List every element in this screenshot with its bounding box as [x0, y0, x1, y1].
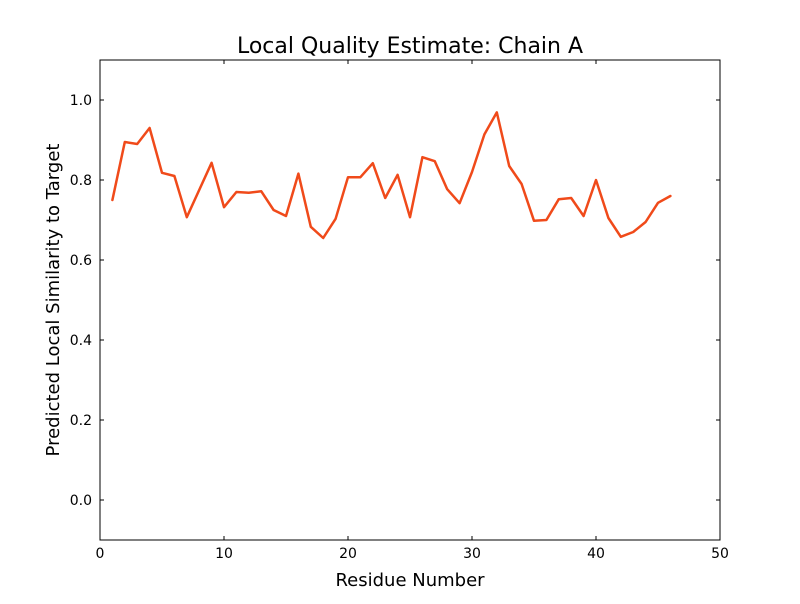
x-tick-label: 40: [587, 546, 605, 562]
series-layer: [111, 111, 672, 240]
y-tick-label: 0.4: [70, 333, 92, 349]
axis-ticks: 0 10 20 30 40 50 0.0 0.2 0.4 0.6 0.8 1.0: [70, 60, 729, 562]
x-tick-label: 20: [339, 546, 357, 562]
y-tick-label: 0.2: [70, 413, 92, 429]
x-tick-label: 0: [96, 546, 105, 562]
series-line: [111, 111, 672, 240]
x-tick-label: 50: [711, 546, 729, 562]
chart-title: Local Quality Estimate: Chain A: [237, 34, 583, 59]
y-tick-label: 0.6: [70, 253, 92, 269]
y-axis-label: Predicted Local Similarity to Target: [43, 144, 64, 457]
y-tick-label: 1.0: [70, 93, 92, 109]
x-tick-label: 30: [463, 546, 481, 562]
y-tick-label: 0.8: [70, 173, 92, 189]
y-tick-label: 0.0: [70, 493, 92, 509]
x-tick-label: 10: [215, 546, 233, 562]
x-axis-label: Residue Number: [335, 570, 485, 591]
plot-frame: [99, 59, 721, 541]
